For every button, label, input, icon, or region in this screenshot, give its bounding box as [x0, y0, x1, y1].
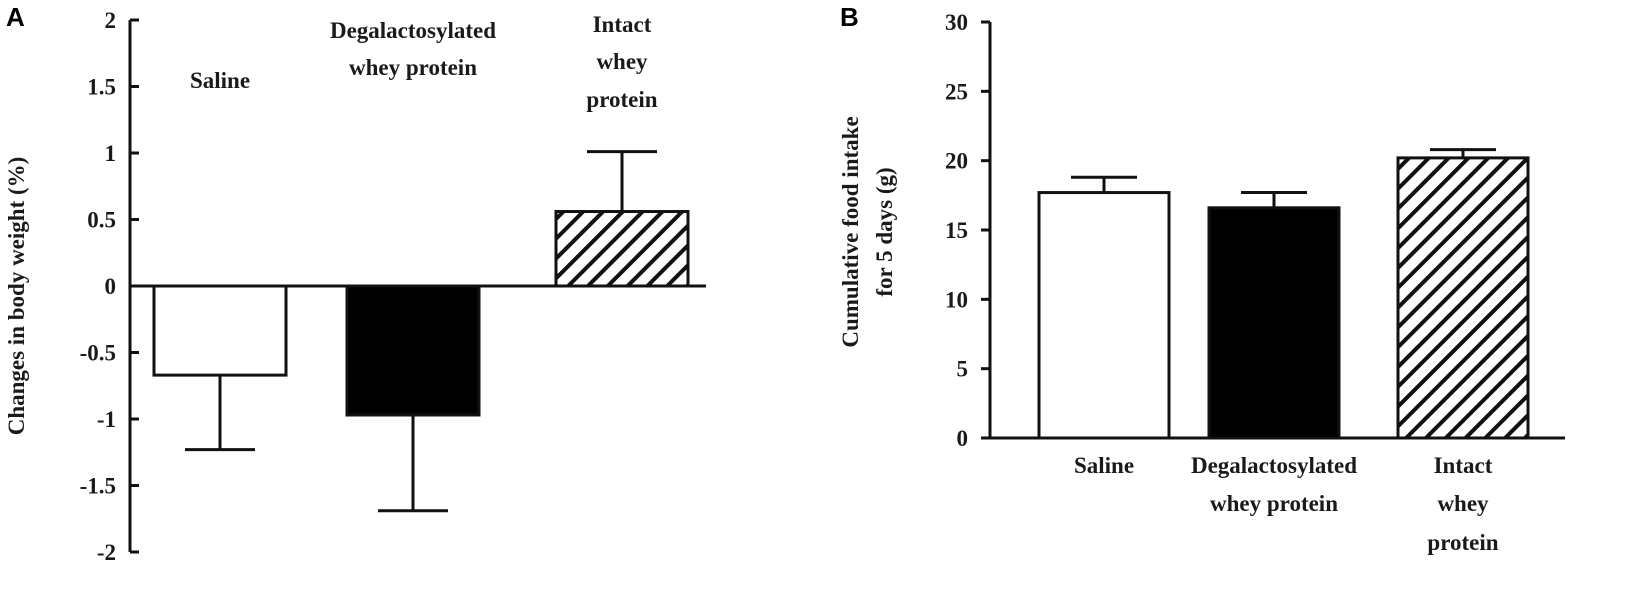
- panel-a-label: A: [6, 2, 25, 32]
- category-label: Degalactosylated: [1191, 453, 1357, 478]
- category-label: Saline: [190, 68, 250, 93]
- bar: [1396, 156, 1530, 440]
- y-tick-label: 1: [105, 141, 117, 166]
- category-label: protein: [1427, 530, 1498, 555]
- y-tick-label: 0.5: [87, 208, 116, 233]
- y-tick-label: -1.5: [80, 474, 116, 499]
- chart-b-food-intake: 30 25 20 15 10 5 0 Cumulative food intake for 5 …: [838, 10, 1565, 555]
- bar: [345, 284, 481, 417]
- y-tick-label: -0.5: [80, 341, 116, 366]
- y-tick-label: 20: [945, 149, 968, 174]
- y-tick-label: 1.5: [87, 75, 116, 100]
- y-tick-label: 30: [945, 10, 968, 35]
- panel-b-label: B: [840, 2, 859, 32]
- bar: [152, 284, 288, 377]
- category-label: whey protein: [349, 55, 477, 80]
- category-label: Degalactosylated: [330, 18, 496, 43]
- y-tick-label: 0: [105, 274, 117, 299]
- category-label: whey: [596, 49, 648, 74]
- y-tick-label: 2: [105, 8, 117, 33]
- chart-a-body-weight: 2 1.5 1 0.5 0 -0.5 -1 -1.5 -2 Changes in body wei…: [4, 8, 706, 565]
- category-label: whey: [1437, 491, 1489, 516]
- y-axis-title: Cumulative food intake: [838, 116, 863, 347]
- y-tick-label: 15: [945, 218, 968, 243]
- y-tick-label: 25: [945, 79, 968, 104]
- bar: [1037, 191, 1171, 440]
- y-tick-label: 5: [957, 357, 969, 382]
- y-tick-label: 0: [957, 426, 969, 451]
- y-axis-title: for 5 days (g): [872, 167, 897, 296]
- category-label: protein: [586, 87, 657, 112]
- y-tick-label: 10: [945, 287, 968, 312]
- y-tick-label: -2: [97, 540, 116, 565]
- y-tick-label: -1: [97, 407, 116, 432]
- bar: [554, 210, 690, 288]
- category-label: Saline: [1074, 453, 1134, 478]
- category-label: Intact: [593, 12, 652, 37]
- y-axis-title: Changes in body weight (%): [4, 157, 29, 436]
- bar: [1207, 206, 1341, 440]
- category-label: Intact: [1434, 453, 1493, 478]
- category-label: whey protein: [1210, 491, 1338, 516]
